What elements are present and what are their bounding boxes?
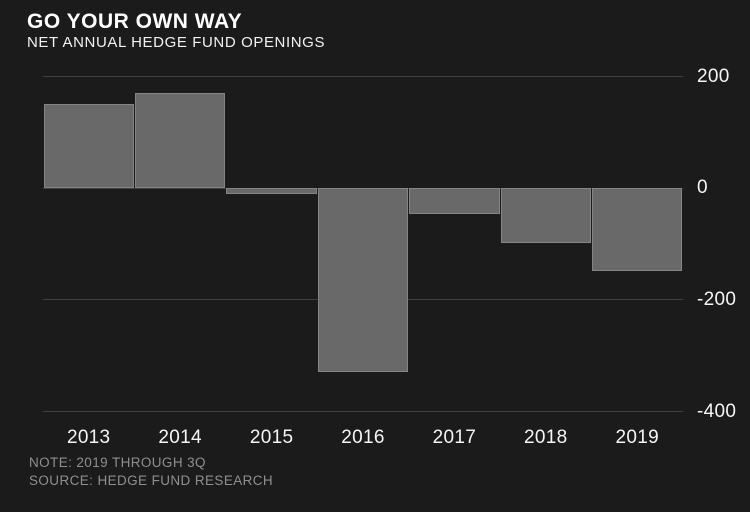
x-axis-label-2015: 2015	[249, 427, 294, 448]
bar-2015	[226, 187, 317, 195]
y-axis-label-200: 200	[697, 65, 730, 87]
gridline	[43, 76, 683, 77]
chart-note: NOTE: 2019 THROUGH 3Q	[29, 455, 206, 470]
bar-2014	[134, 92, 226, 188]
x-axis-label-2016: 2016	[341, 427, 385, 448]
chart-subtitle: NET ANNUAL HEDGE FUND OPENINGS	[27, 34, 326, 51]
y-axis-label-0: 0	[697, 177, 708, 199]
gridline	[43, 411, 683, 412]
bar-2018	[500, 187, 591, 244]
x-axis-label-2018: 2018	[524, 427, 568, 448]
bar-2016	[317, 187, 409, 372]
bar-2017	[409, 187, 500, 215]
x-axis-label-2014: 2014	[158, 427, 202, 448]
y-axis-label--400: -400	[697, 400, 737, 422]
bar-2013	[43, 103, 134, 188]
x-axis-label-2019: 2019	[615, 427, 660, 448]
bar-2019	[592, 187, 683, 272]
x-axis-label-2017: 2017	[432, 427, 477, 448]
chart-title: GO YOUR OWN WAY	[27, 10, 243, 33]
y-axis-label--200: -200	[697, 288, 737, 310]
chart-source: SOURCE: HEDGE FUND RESEARCH	[29, 473, 274, 488]
x-axis-label-2013: 2013	[66, 427, 111, 448]
